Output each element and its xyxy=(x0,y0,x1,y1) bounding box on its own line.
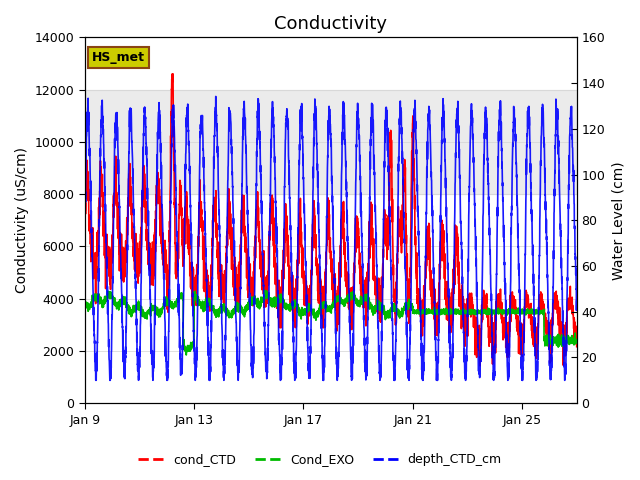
Cond_EXO xyxy=(187,343,195,349)
Y-axis label: Water Level (cm): Water Level (cm) xyxy=(611,161,625,279)
cond_CTD xyxy=(218,292,226,298)
depth_CTD_cm xyxy=(92,377,100,383)
depth_CTD_cm xyxy=(212,94,220,99)
Cond_EXO xyxy=(219,304,227,310)
Cond_EXO xyxy=(81,305,89,311)
Text: HS_met: HS_met xyxy=(92,51,145,64)
Legend: cond_CTD, Cond_EXO, depth_CTD_cm: cond_CTD, Cond_EXO, depth_CTD_cm xyxy=(133,448,507,471)
cond_CTD xyxy=(573,332,580,337)
depth_CTD_cm xyxy=(379,293,387,299)
Cond_EXO xyxy=(379,304,387,310)
cond_CTD xyxy=(476,363,484,369)
cond_CTD xyxy=(573,344,580,349)
Line: Cond_EXO: Cond_EXO xyxy=(85,290,577,355)
cond_CTD xyxy=(378,284,386,290)
Cond_EXO xyxy=(175,288,182,293)
depth_CTD_cm xyxy=(81,228,89,234)
Y-axis label: Conductivity (uS/cm): Conductivity (uS/cm) xyxy=(15,147,29,293)
Cond_EXO xyxy=(527,307,534,313)
cond_CTD xyxy=(168,71,176,77)
Bar xyxy=(85,90,577,194)
Cond_EXO xyxy=(573,340,580,346)
depth_CTD_cm xyxy=(387,266,395,272)
depth_CTD_cm xyxy=(573,297,580,303)
depth_CTD_cm xyxy=(573,299,580,304)
Line: cond_CTD: cond_CTD xyxy=(85,74,577,366)
Cond_EXO xyxy=(573,339,580,345)
cond_CTD xyxy=(527,303,534,309)
Line: depth_CTD_cm: depth_CTD_cm xyxy=(85,96,577,380)
cond_CTD xyxy=(387,144,395,149)
depth_CTD_cm xyxy=(219,355,227,361)
Cond_EXO xyxy=(182,352,190,358)
Title: Conductivity: Conductivity xyxy=(275,15,387,33)
depth_CTD_cm xyxy=(527,146,534,152)
Cond_EXO xyxy=(387,309,395,314)
cond_CTD xyxy=(186,260,194,266)
depth_CTD_cm xyxy=(186,204,194,210)
cond_CTD xyxy=(81,206,89,212)
